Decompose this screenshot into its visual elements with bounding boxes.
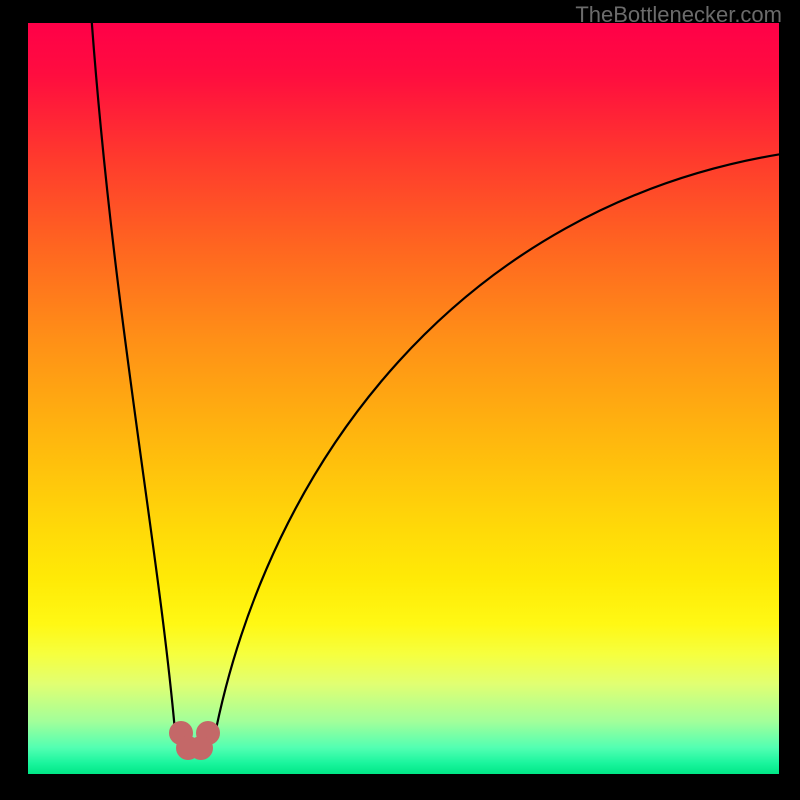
bottleneck-curve [28, 23, 779, 774]
chart-frame: TheBottlenecker.com [0, 0, 800, 800]
watermark-text: TheBottlenecker.com [575, 2, 782, 28]
plot-area [28, 23, 779, 774]
dip-marker [189, 736, 213, 760]
